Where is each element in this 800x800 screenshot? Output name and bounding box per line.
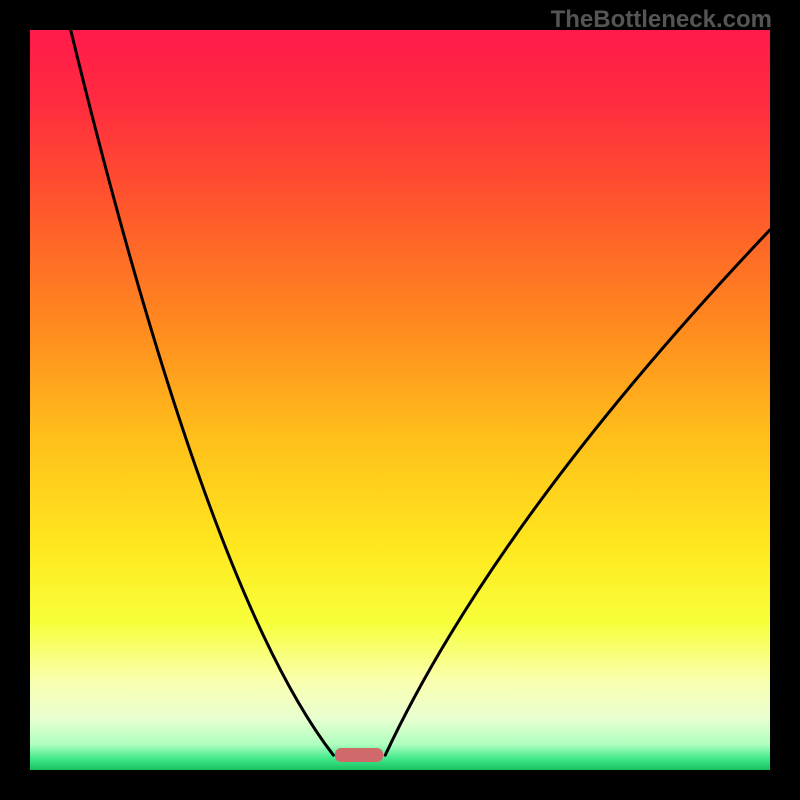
watermark-text: TheBottleneck.com [551,6,772,34]
minimum-marker [335,748,383,762]
plot-area [30,30,770,770]
chart-container: TheBottleneck.com [0,0,800,800]
curve-overlay [30,30,770,770]
